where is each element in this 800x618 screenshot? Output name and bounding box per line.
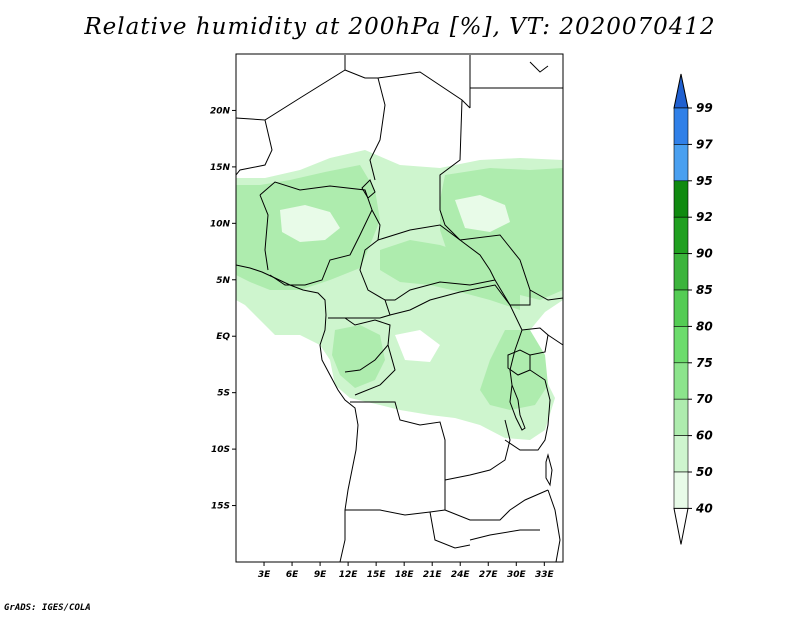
country-borders	[235, 55, 564, 563]
border-drc-west	[354, 344, 396, 396]
colorbar-segment	[673, 253, 689, 291]
humidity-field-60-central	[380, 240, 520, 310]
lat-tick-label: 15N	[210, 163, 231, 173]
colorbar-label: 50	[696, 465, 713, 479]
colorbar-top-triangle	[673, 73, 689, 109]
lon-tick-label: 3E	[258, 570, 271, 580]
colorbar-segment	[673, 289, 689, 327]
border-drc-east	[509, 349, 516, 386]
credit-label: GrADS: IGES/COLA	[4, 603, 91, 613]
colorbar-segment	[673, 435, 689, 473]
humidity-shading	[236, 150, 563, 440]
lake-chad	[361, 179, 376, 199]
coastline-west-africa	[235, 264, 359, 563]
border-zambia	[444, 480, 549, 521]
lon-tick-label: 30E	[507, 570, 527, 580]
colorbar-label: 80	[696, 319, 713, 333]
colorbar-segment	[673, 326, 689, 364]
colorbar-label: 99	[696, 101, 713, 115]
colorbar-segment	[673, 362, 689, 400]
border-niger-mali	[235, 119, 273, 176]
colorbar-label: 40	[695, 501, 713, 515]
lake-tanganyika	[509, 384, 526, 431]
lat-tick-label: 5S	[217, 389, 230, 399]
lon-tick-label: 21E	[423, 570, 443, 580]
lat-tick-label: 10S	[211, 445, 230, 455]
colorbar-label: 90	[696, 247, 713, 261]
border-algeria-niger	[235, 55, 346, 121]
longitude-axis: 3E 6E 9E 12E 15E 18E 21E 24E 27E 30E 33E	[258, 562, 555, 580]
lake-malawi	[545, 453, 553, 487]
colorbar-segment	[673, 216, 689, 254]
colorbar-label: 60	[696, 429, 713, 443]
border-car	[377, 224, 496, 301]
humidity-gap-3	[395, 330, 440, 362]
border-niger-chad	[344, 69, 386, 181]
border-kenya	[547, 334, 564, 346]
colorbar-label: 92	[696, 210, 713, 224]
lat-tick-label: 10N	[210, 219, 231, 229]
border-botswana	[429, 511, 471, 549]
border-libya-chad	[377, 71, 471, 109]
lon-tick-label: 12E	[339, 570, 359, 580]
border-tanzania	[504, 369, 551, 451]
colorbar-label: 70	[696, 392, 713, 406]
colorbar-label: 95	[696, 174, 713, 188]
border-mozambique	[547, 489, 561, 563]
border-congo	[344, 317, 391, 373]
colorbar-label: 75	[696, 356, 713, 370]
border-cameroon	[328, 209, 391, 319]
lon-tick-label: 27E	[479, 570, 499, 580]
lat-tick-label: 15S	[211, 502, 230, 512]
humidity-gap-2	[455, 195, 510, 232]
latitude-axis: 20N 15N 10N 5N EQ 5S 10S 15S	[210, 106, 236, 512]
lon-tick-label: 6E	[286, 570, 299, 580]
humidity-field-60-south	[480, 330, 548, 410]
humidity-gap-1	[280, 205, 340, 242]
colorbar-segment	[673, 107, 689, 145]
lat-tick-label: EQ	[216, 332, 230, 342]
colorbar-label: 85	[696, 283, 713, 297]
colorbar-bottom-triangle	[673, 507, 689, 545]
border-benin	[259, 194, 269, 271]
lat-tick-label: 20N	[210, 106, 231, 116]
border-chad-sudan	[439, 99, 463, 241]
colorbar-segment	[673, 398, 689, 436]
red-sea-coast	[529, 61, 549, 73]
map-title: Relative humidity at 200hPa [%], VT: 202…	[84, 14, 716, 40]
border-nigeria	[259, 181, 373, 286]
lon-tick-label: 9E	[314, 570, 327, 580]
colorbar-segment	[673, 471, 689, 509]
colorbar: 99 97 95 92 90 85 80 75 70 60 50 40	[673, 73, 713, 545]
lon-tick-label: 24E	[451, 570, 471, 580]
colorbar-segment	[673, 180, 689, 218]
lon-tick-label: 15E	[367, 570, 387, 580]
border-drc-angola	[350, 401, 511, 481]
map-frame	[235, 53, 564, 563]
border-zimbabwe	[469, 529, 540, 541]
lon-tick-label: 18E	[395, 570, 415, 580]
border-angola-namibia	[345, 509, 446, 516]
colorbar-label: 97	[696, 137, 713, 151]
colorbar-segment	[673, 144, 689, 182]
border-ethiopia-kenya	[529, 289, 564, 301]
lon-tick-label: 33E	[535, 570, 555, 580]
lat-tick-label: 5N	[216, 276, 230, 286]
border-drc-north	[389, 284, 523, 351]
